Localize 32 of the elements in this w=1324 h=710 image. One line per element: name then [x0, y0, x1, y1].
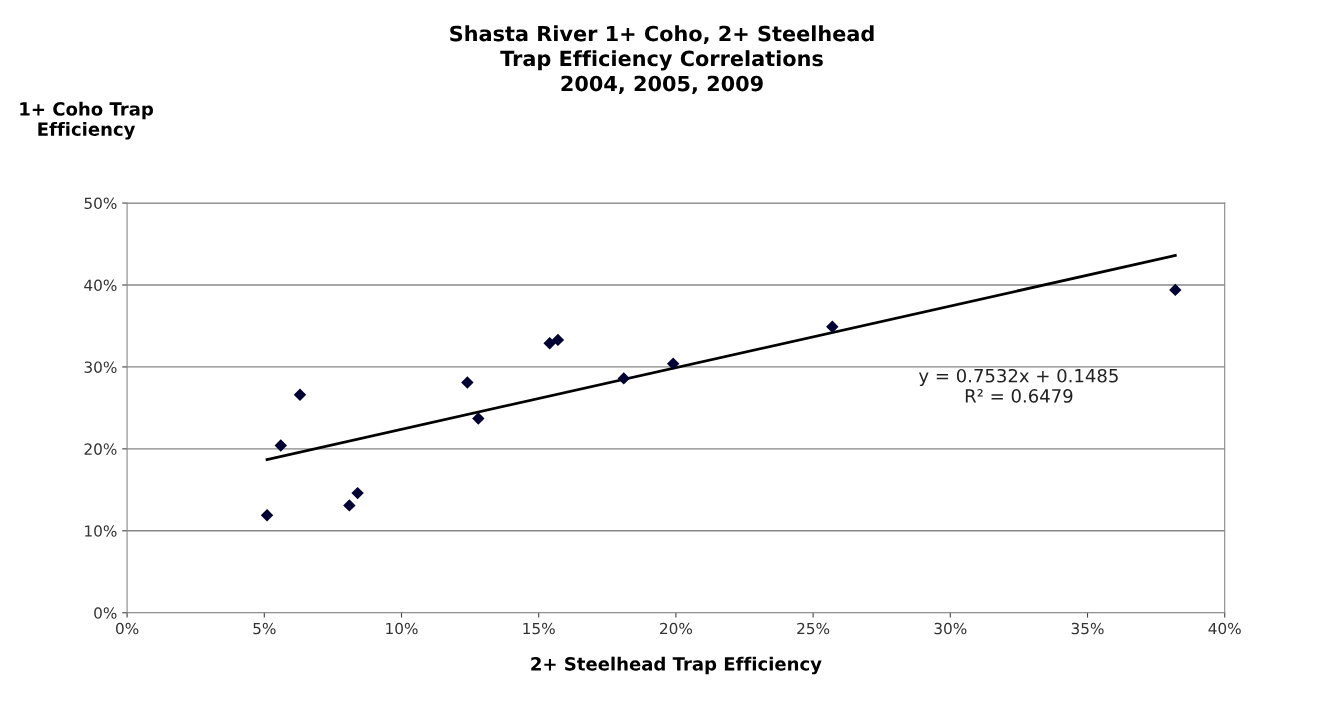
annotation: y = 0.7532x + 0.1485 R² = 0.6479 — [918, 368, 1118, 403]
x-tick-label: 0% — [115, 622, 139, 635]
point — [826, 320, 839, 333]
x-tick-label: 5% — [253, 622, 276, 635]
point — [351, 486, 364, 500]
x-tick-label: 20% — [660, 622, 693, 635]
x-axis-title: 2+ Steelhead Trap Efficiency — [531, 656, 822, 675]
y-tick-label: 50% — [84, 197, 117, 210]
point — [551, 333, 565, 347]
x-tick-label: 10% — [386, 622, 418, 635]
y-tick-label: 20% — [84, 443, 117, 455]
y-tick-label: 30% — [84, 361, 117, 373]
y-axis-title: 1+ Coho Trap Efficiency — [20, 101, 154, 140]
point — [260, 509, 274, 522]
point — [472, 412, 485, 425]
chart-title: Shasta River 1+ Coho, 2+ Steelhead Trap Efficiency Correlations 2004, 2005, 2009 — [450, 25, 874, 95]
point — [293, 388, 307, 401]
point — [666, 357, 680, 370]
x-tick-label: 25% — [797, 622, 830, 635]
x-tick-label: 30% — [934, 622, 967, 635]
point — [343, 499, 356, 512]
point — [617, 372, 630, 385]
point — [543, 336, 556, 350]
y-tick-label: 0% — [94, 607, 117, 619]
point — [1169, 283, 1182, 297]
y-tick-label: 10% — [85, 525, 117, 537]
x-tick-label: 15% — [523, 622, 555, 635]
y-tick-label: 40% — [84, 279, 117, 292]
point — [461, 376, 474, 389]
x-tick-label: 40% — [1208, 622, 1241, 635]
point — [274, 439, 287, 452]
x-tick-label: 35% — [1071, 622, 1104, 635]
